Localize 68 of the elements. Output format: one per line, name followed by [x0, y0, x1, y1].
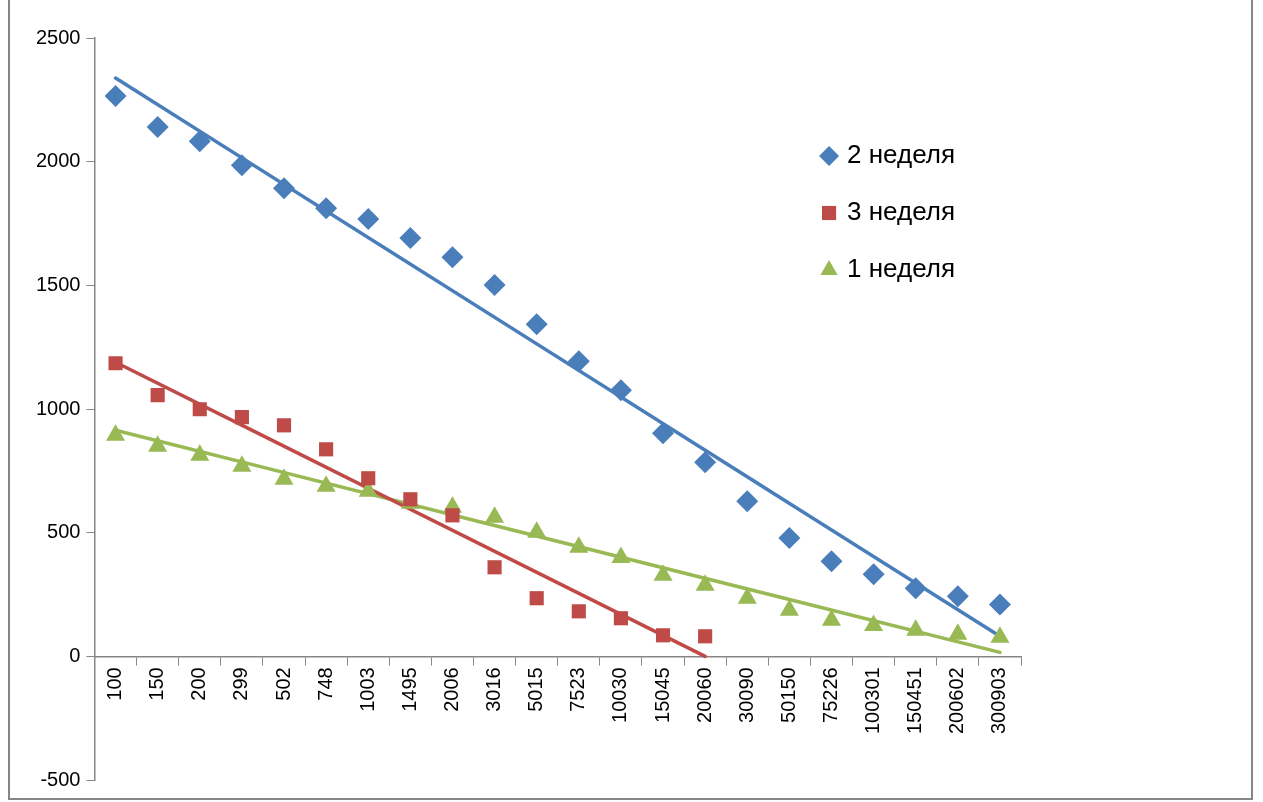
y-tick-label: 1000	[35, 396, 81, 419]
point	[904, 577, 927, 600]
point	[736, 490, 759, 513]
point	[567, 350, 590, 373]
x-tick-label: 299	[229, 667, 252, 701]
point	[698, 629, 713, 644]
y-tick-label: 500	[47, 520, 81, 543]
x-tick-label: 7523	[566, 667, 589, 712]
point	[192, 402, 207, 417]
point	[445, 508, 460, 523]
legend-label: 3 неделя	[847, 196, 955, 227]
x-tick-label: 300903	[987, 667, 1010, 735]
point	[609, 379, 632, 402]
x-tick-label: 748	[313, 667, 336, 701]
x-tick-label: 10030	[608, 667, 631, 723]
x-tick-label: 200602	[945, 667, 968, 735]
point	[862, 563, 885, 586]
point	[357, 208, 380, 231]
x-tick-label: 50150	[776, 667, 799, 723]
point	[146, 116, 169, 139]
point	[441, 246, 464, 269]
y-tick-label: -500	[40, 767, 81, 790]
y-tick-label: 2500	[35, 25, 81, 48]
point	[234, 410, 249, 425]
x-tick-label: 2006	[439, 667, 462, 712]
point	[319, 442, 334, 457]
legend-label: 2 неделя	[847, 139, 955, 170]
point	[361, 471, 376, 486]
point	[487, 560, 502, 575]
point	[230, 154, 253, 177]
x-tick-label: 3016	[482, 667, 505, 712]
point	[820, 550, 843, 573]
point	[108, 356, 123, 371]
point	[104, 85, 127, 108]
point	[571, 604, 586, 619]
point	[655, 628, 671, 643]
x-tick-label: 30090	[734, 667, 757, 723]
point	[276, 418, 292, 433]
point	[525, 313, 548, 336]
point	[988, 593, 1011, 616]
point	[694, 451, 717, 474]
y-tick-label: 1500	[35, 272, 81, 295]
x-tick-label: 15045	[650, 667, 673, 723]
point	[613, 611, 628, 626]
x-tick-label: 1495	[397, 667, 420, 712]
point	[529, 591, 544, 606]
point	[778, 527, 801, 550]
point	[946, 585, 969, 608]
x-tick-label: 1003	[355, 667, 378, 712]
y-tick-label: 2000	[35, 149, 81, 172]
legend-label: 1 неделя	[847, 253, 955, 284]
x-tick-label: 100301	[861, 667, 884, 735]
x-tick-label: 150	[145, 667, 168, 701]
point	[399, 227, 422, 250]
x-tick-label: 5015	[524, 667, 547, 712]
point	[188, 130, 211, 153]
x-tick-label: 20060	[692, 667, 715, 723]
x-tick-label: 75226	[819, 667, 841, 723]
x-tick-label: 502	[271, 667, 294, 701]
point	[273, 177, 296, 200]
y-tick-label: 0	[69, 643, 81, 666]
x-tick-label: 150451	[903, 667, 926, 735]
x-tick-label: 200	[187, 667, 210, 701]
x-tick-label: 100	[103, 667, 126, 701]
point	[483, 274, 506, 297]
point	[652, 422, 675, 445]
point	[150, 388, 165, 403]
point	[315, 197, 338, 220]
